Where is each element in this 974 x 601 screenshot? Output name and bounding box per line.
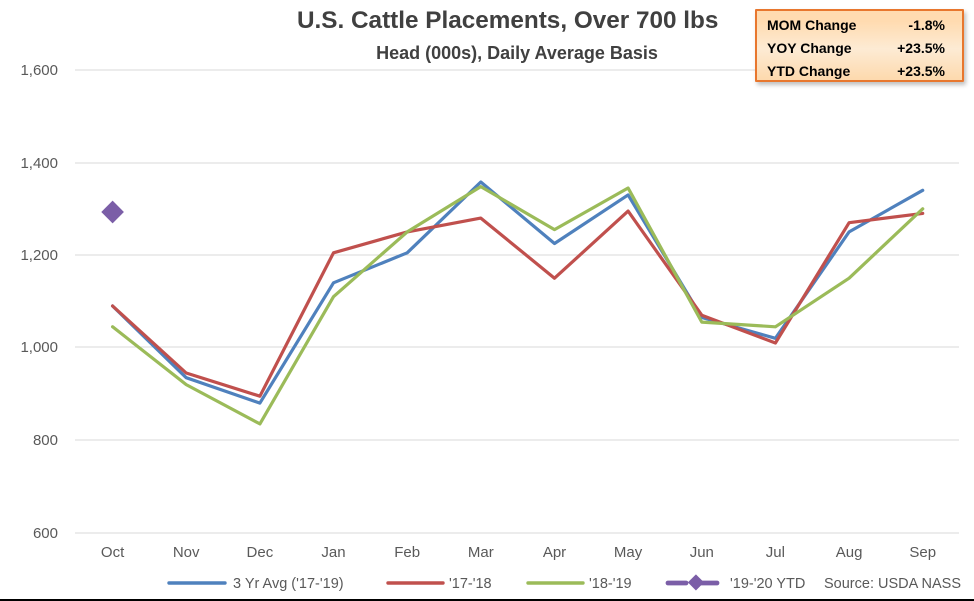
svg-text:3 Yr Avg ('17-'19): 3 Yr Avg ('17-'19) [233,576,344,592]
svg-text:'18-'19: '18-'19 [589,576,632,592]
svg-text:Sep: Sep [909,544,936,561]
svg-text:Jun: Jun [690,544,714,561]
svg-text:1,600: 1,600 [20,62,58,79]
svg-text:'19-'20 YTD: '19-'20 YTD [730,576,805,592]
svg-text:May: May [614,544,643,561]
svg-text:Nov: Nov [173,544,200,561]
svg-text:Feb: Feb [394,544,420,561]
svg-text:Dec: Dec [247,544,274,561]
svg-text:Mar: Mar [468,544,494,561]
svg-text:Jul: Jul [766,544,785,561]
svg-text:1,000: 1,000 [20,339,58,356]
svg-text:Apr: Apr [543,544,566,561]
svg-text:1,200: 1,200 [20,247,58,264]
svg-text:Source: USDA NASS: Source: USDA NASS [824,576,961,592]
svg-text:600: 600 [33,525,58,542]
svg-text:800: 800 [33,432,58,449]
svg-text:'17-'18: '17-'18 [449,576,492,592]
svg-text:Jan: Jan [321,544,345,561]
svg-text:1,400: 1,400 [20,155,58,172]
svg-text:Oct: Oct [101,544,125,561]
svg-text:Aug: Aug [836,544,863,561]
